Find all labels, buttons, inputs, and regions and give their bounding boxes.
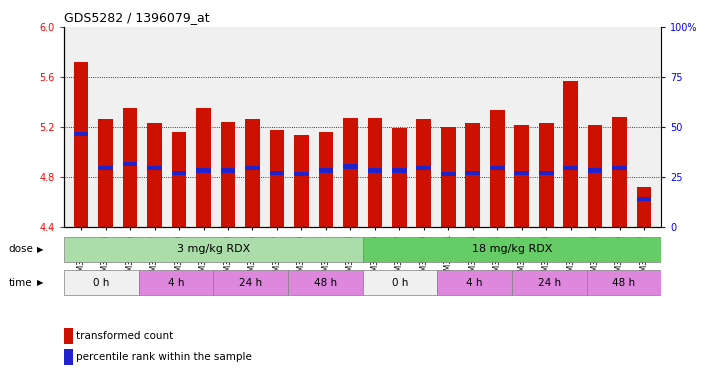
Bar [294,136,309,227]
Bar [269,171,284,175]
Bar [563,166,578,170]
Bar [417,166,431,170]
Bar [441,172,456,176]
Text: 0 h: 0 h [93,278,109,288]
Bar [637,197,651,201]
Bar [368,118,383,227]
Text: 0 h: 0 h [392,278,408,288]
Bar [563,81,578,227]
Bar [490,166,505,170]
Bar [171,132,186,227]
Bar [612,117,627,227]
Bar [343,118,358,227]
Bar [147,166,162,170]
Bar [196,108,211,227]
Text: 4 h: 4 h [168,278,184,288]
Bar [588,126,602,227]
Text: dose: dose [9,244,33,254]
Bar [98,119,113,227]
Bar [512,270,587,295]
Text: ▶: ▶ [37,278,43,287]
Bar [139,270,213,295]
Bar [368,168,383,172]
Bar [64,270,139,295]
Text: 3 mg/kg RDX: 3 mg/kg RDX [176,244,250,254]
Text: 24 h: 24 h [239,278,262,288]
Bar [98,166,113,170]
Bar [171,171,186,175]
Bar [245,166,260,170]
Bar [294,172,309,176]
Bar [196,168,211,172]
Bar [269,131,284,227]
Bar [363,237,661,262]
Bar [343,164,358,169]
Bar [466,123,480,227]
Text: time: time [9,278,32,288]
Bar [490,111,505,227]
Text: 24 h: 24 h [538,278,561,288]
Bar [514,171,529,175]
Bar [612,166,627,170]
Bar [392,168,407,172]
Text: 48 h: 48 h [612,278,636,288]
Bar [74,132,88,136]
Bar [514,126,529,227]
Bar [466,171,480,175]
Bar [363,270,437,295]
Bar [417,119,431,227]
Bar [220,122,235,227]
Bar [588,168,602,172]
Bar [213,270,288,295]
Bar [123,108,137,227]
Bar [220,168,235,172]
Bar [319,132,333,227]
Bar [441,127,456,227]
Bar [437,270,512,295]
Bar [147,123,162,227]
Bar [245,119,260,227]
Text: GDS5282 / 1396079_at: GDS5282 / 1396079_at [64,11,210,24]
Bar [587,270,661,295]
Bar [74,62,88,227]
Bar [64,237,363,262]
Bar [637,187,651,227]
Bar [539,171,554,175]
Text: 4 h: 4 h [466,278,483,288]
Text: 48 h: 48 h [314,278,337,288]
Text: percentile rank within the sample: percentile rank within the sample [76,352,252,362]
Text: 18 mg/kg RDX: 18 mg/kg RDX [471,244,552,254]
Bar [319,168,333,172]
Bar [539,123,554,227]
Bar [288,270,363,295]
Bar [123,162,137,166]
Text: transformed count: transformed count [76,331,173,341]
Bar [392,128,407,227]
Text: ▶: ▶ [37,245,43,254]
